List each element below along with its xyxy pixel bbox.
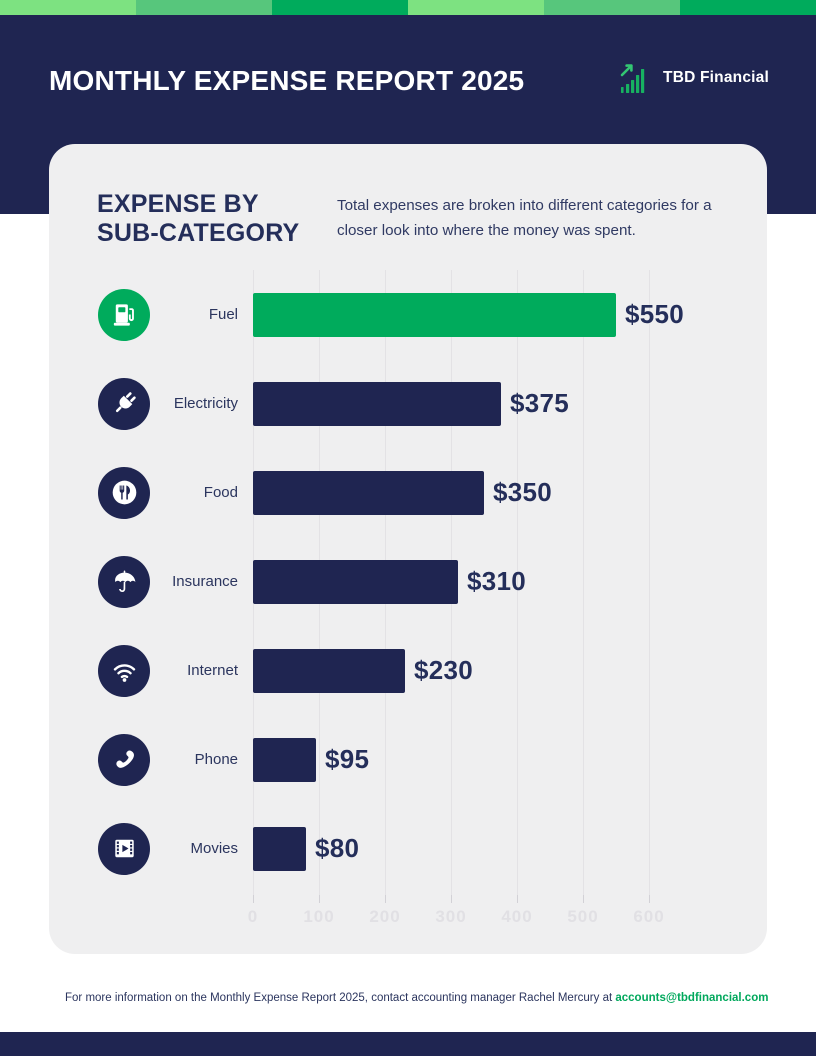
fuel-icon <box>113 304 134 326</box>
bar <box>253 292 616 337</box>
bar <box>253 826 306 871</box>
chart-rows: Fuel $550 <box>97 270 719 893</box>
section-heading-line2: SUB-CATEGORY <box>97 219 300 247</box>
bar <box>253 470 484 515</box>
axis-tick-label: 600 <box>633 907 665 926</box>
category-label: Food <box>203 484 238 501</box>
value-label: $230 <box>414 655 474 685</box>
top-strip <box>0 0 816 15</box>
value-label: $80 <box>315 833 360 863</box>
bar-area: $375 <box>253 381 719 426</box>
bar-area: $550 <box>253 292 719 337</box>
contact-email-link[interactable]: accounts@tbdfinancial.com <box>615 992 769 1004</box>
bar-area: $310 <box>253 559 719 604</box>
category-label: Electricity <box>173 395 238 412</box>
chart-row: Internet $230 <box>97 626 719 715</box>
brand-logo: TBD Financial <box>618 61 769 95</box>
strip-segment <box>136 0 272 15</box>
umbrella-icon <box>114 570 135 593</box>
category-label: Internet <box>187 662 238 679</box>
icon-circle <box>98 466 150 519</box>
gridline <box>517 270 518 895</box>
icon-circle <box>98 377 150 430</box>
section-description: Total expenses are broken into different… <box>337 197 712 240</box>
icon-circle <box>98 288 150 341</box>
bar <box>253 559 458 604</box>
report-card: EXPENSE BY SUB-CATEGORY Total expenses a… <box>49 144 767 954</box>
x-axis: 0 100 200 300 400 500 600 <box>248 907 664 931</box>
chart-row: Food $350 <box>97 448 719 537</box>
food-icon <box>112 480 136 505</box>
axis-tick <box>385 895 386 903</box>
footer-note: For more information on the Monthly Expe… <box>65 992 816 1004</box>
value-label: $310 <box>467 566 527 596</box>
axis-tick-label: 0 <box>247 907 259 926</box>
axis-tick <box>583 895 584 903</box>
axis-tick-label: 300 <box>435 907 467 926</box>
strip-segment <box>272 0 408 15</box>
strip-segment <box>408 0 544 15</box>
axis-tick <box>451 895 452 903</box>
value-label: $95 <box>325 744 370 774</box>
axis-tick <box>253 895 254 903</box>
bar-area: $350 <box>253 470 719 515</box>
strip-segment <box>680 0 816 15</box>
wifi-icon <box>113 664 135 682</box>
section-heading-line1: EXPENSE BY <box>97 190 259 218</box>
chart-row: Fuel $550 <box>97 270 719 359</box>
icon-circle <box>98 822 150 875</box>
strip-segment <box>0 0 136 15</box>
axis-tick <box>517 895 518 903</box>
bottom-bar <box>0 1032 816 1056</box>
axis-tick-label: 200 <box>369 907 401 926</box>
chart-row: Electricity $375 <box>97 359 719 448</box>
growth-chart-icon <box>620 64 645 93</box>
bar-chart: 0 100 200 300 400 500 600 <box>97 270 719 970</box>
category-label: Insurance <box>172 573 238 590</box>
movie-icon <box>114 839 134 858</box>
axis-tick-label: 500 <box>567 907 599 926</box>
icon-circle <box>98 555 150 608</box>
brand-name: TBD Financial <box>663 69 769 86</box>
page-title: MONTHLY EXPENSE REPORT 2025 <box>49 65 525 96</box>
axis-tick <box>649 895 650 903</box>
bar <box>253 737 316 782</box>
value-label: $350 <box>493 477 553 507</box>
footer-text: For more information on the Monthly Expe… <box>65 992 613 1004</box>
chart-row: Phone $95 <box>97 715 719 804</box>
icon-circle <box>98 644 150 697</box>
phone-icon <box>115 750 134 768</box>
category-label: Phone <box>194 751 238 768</box>
axis-tick <box>319 895 320 903</box>
section-heading: EXPENSE BY SUB-CATEGORY <box>97 190 337 248</box>
bar-area: $230 <box>253 648 719 693</box>
plug-icon <box>115 392 136 413</box>
gridline <box>649 270 650 895</box>
axis-tick-label: 100 <box>303 907 335 926</box>
bar <box>253 648 405 693</box>
strip-segment <box>544 0 680 15</box>
axis-tick-label: 400 <box>501 907 533 926</box>
gridline <box>583 270 584 895</box>
chart-row: Insurance $310 <box>97 537 719 626</box>
bar <box>253 381 501 426</box>
icon-circle <box>98 733 150 786</box>
value-label: $375 <box>510 388 570 418</box>
bar-area: $95 <box>253 737 719 782</box>
chart-row: Movies $80 <box>97 804 719 893</box>
value-label: $550 <box>625 299 685 329</box>
category-label: Movies <box>190 840 238 857</box>
card-header: EXPENSE BY SUB-CATEGORY Total expenses a… <box>97 190 719 248</box>
bar-area: $80 <box>253 826 719 871</box>
category-label: Fuel <box>208 306 238 323</box>
